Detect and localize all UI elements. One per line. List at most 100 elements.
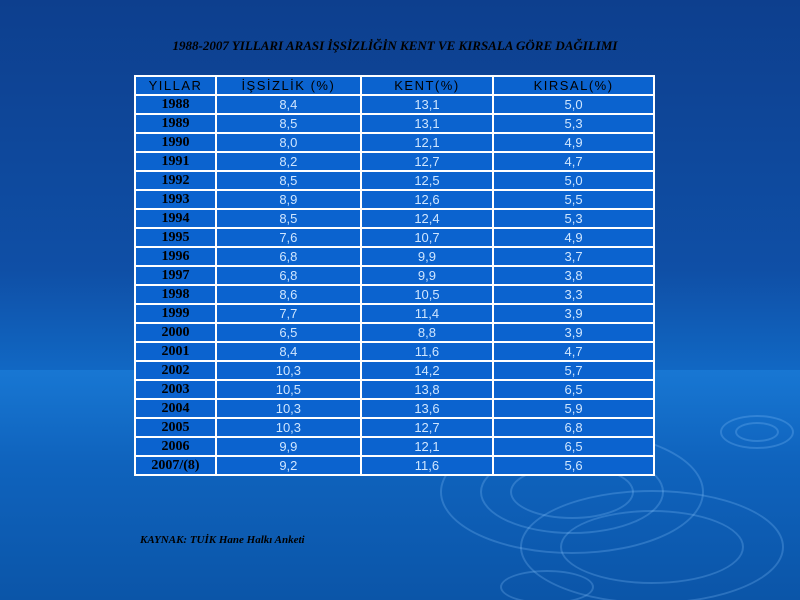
value-cell: 5,9	[492, 398, 655, 419]
table-row: 1997 6,8 9,9 3,8	[134, 265, 655, 286]
year-cell: 1998	[134, 284, 217, 305]
table-row: 1994 8,5 12,4 5,3	[134, 208, 655, 229]
value-cell: 7,7	[214, 303, 362, 324]
value-cell: 6,8	[214, 246, 362, 267]
ripple-decoration	[520, 490, 784, 600]
year-cell: 1990	[134, 132, 217, 153]
column-header: KIRSAL(%)	[492, 75, 655, 96]
value-cell: 4,9	[492, 227, 655, 248]
year-cell: 2006	[134, 436, 217, 457]
value-cell: 9,2	[214, 455, 362, 476]
value-cell: 5,6	[492, 455, 655, 476]
ripple-decoration	[720, 415, 794, 449]
value-cell: 11,6	[359, 341, 495, 362]
value-cell: 8,5	[214, 113, 362, 134]
value-cell: 5,3	[492, 113, 655, 134]
value-cell: 13,1	[359, 94, 495, 115]
year-cell: 1988	[134, 94, 217, 115]
table-row: 1995 7,6 10,7 4,9	[134, 227, 655, 248]
year-cell: 1991	[134, 151, 217, 172]
value-cell: 3,8	[492, 265, 655, 286]
table-row: 2007/(8) 9,2 11,6 5,6	[134, 455, 655, 476]
year-cell: 2007/(8)	[134, 455, 217, 476]
value-cell: 11,4	[359, 303, 495, 324]
value-cell: 6,8	[492, 417, 655, 438]
year-cell: 1992	[134, 170, 217, 191]
value-cell: 6,5	[492, 436, 655, 457]
value-cell: 3,3	[492, 284, 655, 305]
year-cell: 1993	[134, 189, 217, 210]
source-note: KAYNAK: TUİK Hane Halkı Anketi	[140, 534, 305, 546]
column-header: İŞSİZLİK (%)	[214, 75, 362, 96]
year-cell: 2003	[134, 379, 217, 400]
table-row: 1990 8,0 12,1 4,9	[134, 132, 655, 153]
ripple-decoration	[560, 510, 744, 584]
table-body: 1988 8,4 13,1 5,0 1989 8,5 13,1 5,3 1990 8,0 12,1 4…	[134, 94, 655, 476]
table-header-row: YILLAR İŞSİZLİK (%) KENT(%) KIRSAL(%)	[134, 75, 655, 96]
year-cell: 1989	[134, 113, 217, 134]
value-cell: 4,9	[492, 132, 655, 153]
table-row: 2000 6,5 8,8 3,9	[134, 322, 655, 343]
value-cell: 8,8	[359, 322, 495, 343]
year-cell: 1996	[134, 246, 217, 267]
value-cell: 10,3	[214, 398, 362, 419]
value-cell: 12,6	[359, 189, 495, 210]
value-cell: 14,2	[359, 360, 495, 381]
ripple-decoration	[500, 570, 594, 600]
table-row: 2003 10,5 13,8 6,5	[134, 379, 655, 400]
value-cell: 11,6	[359, 455, 495, 476]
table-row: 1996 6,8 9,9 3,7	[134, 246, 655, 267]
value-cell: 9,9	[214, 436, 362, 457]
value-cell: 10,3	[214, 360, 362, 381]
value-cell: 8,2	[214, 151, 362, 172]
table-row: 1999 7,7 11,4 3,9	[134, 303, 655, 324]
table-row: 2004 10,3 13,6 5,9	[134, 398, 655, 419]
value-cell: 8,4	[214, 94, 362, 115]
column-header: KENT(%)	[359, 75, 495, 96]
value-cell: 12,7	[359, 417, 495, 438]
table-row: 1988 8,4 13,1 5,0	[134, 94, 655, 115]
table-row: 2005 10,3 12,7 6,8	[134, 417, 655, 438]
value-cell: 10,3	[214, 417, 362, 438]
value-cell: 5,0	[492, 170, 655, 191]
page-title: 1988-2007 YILLARI ARASI İŞSİZLİĞİN KENT …	[172, 38, 618, 53]
value-cell: 6,5	[214, 322, 362, 343]
table-row: 1992 8,5 12,5 5,0	[134, 170, 655, 191]
value-cell: 8,4	[214, 341, 362, 362]
value-cell: 12,1	[359, 436, 495, 457]
year-cell: 1994	[134, 208, 217, 229]
year-cell: 1999	[134, 303, 217, 324]
value-cell: 7,6	[214, 227, 362, 248]
value-cell: 5,5	[492, 189, 655, 210]
value-cell: 3,9	[492, 303, 655, 324]
table-row: 2002 10,3 14,2 5,7	[134, 360, 655, 381]
year-cell: 2005	[134, 417, 217, 438]
year-cell: 2000	[134, 322, 217, 343]
value-cell: 5,3	[492, 208, 655, 229]
value-cell: 3,7	[492, 246, 655, 267]
value-cell: 12,5	[359, 170, 495, 191]
unemployment-table: YILLAR İŞSİZLİK (%) KENT(%) KIRSAL(%) 1988 8…	[134, 75, 655, 476]
value-cell: 6,5	[492, 379, 655, 400]
value-cell: 8,5	[214, 170, 362, 191]
value-cell: 4,7	[492, 151, 655, 172]
table-row: 1998 8,6 10,5 3,3	[134, 284, 655, 305]
value-cell: 13,1	[359, 113, 495, 134]
value-cell: 12,1	[359, 132, 495, 153]
year-cell: 2001	[134, 341, 217, 362]
value-cell: 6,8	[214, 265, 362, 286]
value-cell: 5,0	[492, 94, 655, 115]
year-cell: 1995	[134, 227, 217, 248]
year-cell: 1997	[134, 265, 217, 286]
value-cell: 8,5	[214, 208, 362, 229]
column-header: YILLAR	[134, 75, 217, 96]
year-cell: 2004	[134, 398, 217, 419]
value-cell: 8,6	[214, 284, 362, 305]
value-cell: 10,5	[359, 284, 495, 305]
value-cell: 4,7	[492, 341, 655, 362]
year-cell: 2002	[134, 360, 217, 381]
value-cell: 13,6	[359, 398, 495, 419]
value-cell: 13,8	[359, 379, 495, 400]
value-cell: 8,9	[214, 189, 362, 210]
table-row: 2001 8,4 11,6 4,7	[134, 341, 655, 362]
